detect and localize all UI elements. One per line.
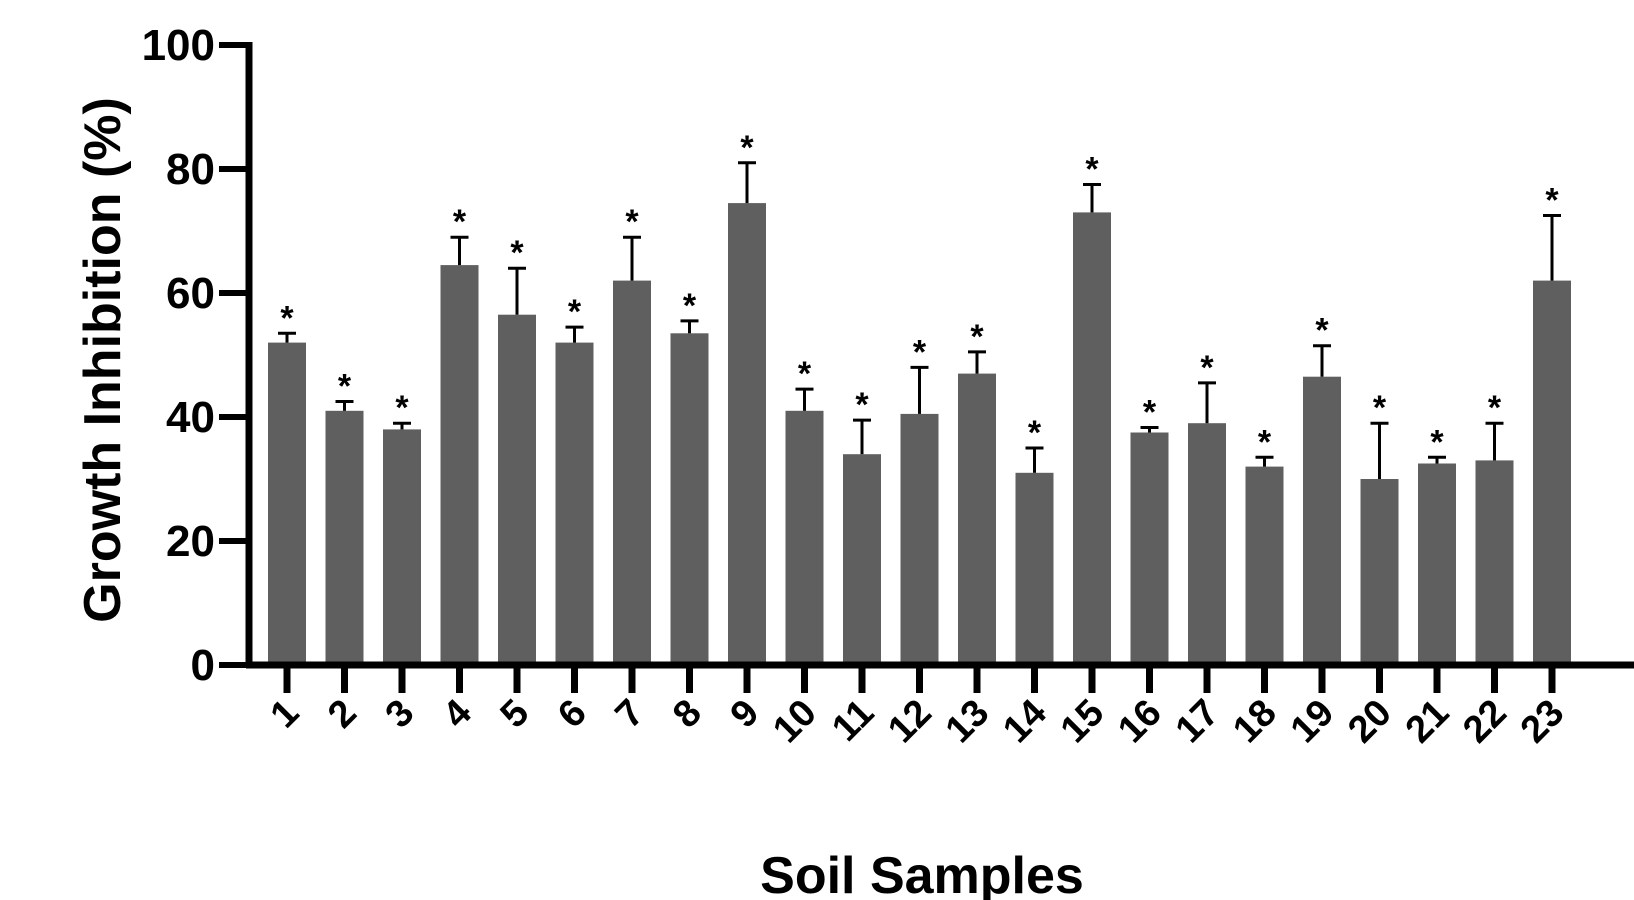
- star-19: *: [1315, 312, 1329, 350]
- star-12: *: [913, 333, 927, 371]
- x-tick-label-1: 1: [263, 692, 308, 737]
- bar-3: [383, 429, 421, 665]
- bar-5: [498, 314, 536, 665]
- bar-15: [1073, 212, 1111, 665]
- bar-2: [325, 410, 364, 665]
- x-tick-label-10: 10: [765, 692, 825, 752]
- x-tick-label-22: 22: [1455, 692, 1515, 752]
- significance-stars-group: * * * * * * * * * * * * * * * * * * * * * * *: [280, 129, 1559, 461]
- x-axis-title: Soil Samples: [760, 847, 1084, 900]
- y-tick-label-0: 0: [191, 641, 215, 690]
- x-tick-label-4: 4: [435, 692, 480, 737]
- bar-7: [613, 280, 651, 665]
- y-axis-title: Growth Inhibition (%): [74, 97, 132, 623]
- star-2: *: [338, 368, 352, 406]
- star-6: *: [568, 293, 582, 331]
- y-tick-label-80: 80: [166, 145, 215, 194]
- x-tick-label-19: 19: [1283, 692, 1343, 752]
- x-tick-label-18: 18: [1225, 692, 1285, 752]
- bar-21: [1418, 463, 1456, 665]
- star-11: *: [855, 386, 869, 424]
- y-tick-label-40: 40: [166, 393, 215, 442]
- bar-23: [1533, 280, 1571, 665]
- x-tick-label-21: 21: [1398, 692, 1458, 752]
- bar-19: [1303, 376, 1341, 665]
- bars-group: [268, 203, 1571, 665]
- star-20: *: [1373, 389, 1387, 427]
- x-tick-label-11: 11: [824, 692, 882, 750]
- error-bars-group: [278, 161, 1561, 479]
- bar-1: [268, 342, 306, 665]
- bar-8: [670, 333, 709, 665]
- y-axis: 0 20 40 60 80 100: [142, 21, 253, 690]
- star-22: *: [1488, 389, 1502, 427]
- bar-18: [1245, 466, 1284, 665]
- bar-12: [900, 413, 939, 665]
- x-tick-label-13: 13: [938, 692, 998, 752]
- x-tick-label-5: 5: [493, 692, 538, 737]
- bar-14: [1015, 472, 1054, 665]
- star-21: *: [1430, 423, 1444, 461]
- star-15: *: [1085, 151, 1099, 189]
- star-8: *: [683, 287, 697, 325]
- x-tick-label-7: 7: [608, 692, 653, 737]
- x-tick-label-23: 23: [1513, 692, 1573, 752]
- bar-4: [440, 265, 479, 665]
- x-tick-label-9: 9: [723, 692, 768, 737]
- bar-16: [1130, 432, 1169, 665]
- star-7: *: [625, 203, 639, 241]
- x-tick-label-15: 15: [1053, 692, 1113, 752]
- bar-17: [1188, 423, 1226, 665]
- x-tick-label-14: 14: [995, 692, 1055, 752]
- bar-10: [785, 410, 824, 665]
- bar-22: [1475, 460, 1514, 665]
- star-23: *: [1545, 182, 1559, 220]
- star-17: *: [1200, 349, 1214, 387]
- star-18: *: [1258, 423, 1272, 461]
- star-4: *: [453, 203, 467, 241]
- bar-11: [843, 454, 881, 665]
- star-3: *: [395, 389, 409, 427]
- x-tick-label-3: 3: [378, 692, 423, 737]
- bar-6: [555, 342, 594, 665]
- star-10: *: [798, 355, 812, 393]
- x-tick-label-17: 17: [1168, 692, 1228, 752]
- x-tick-label-12: 12: [880, 692, 940, 752]
- x-tick-label-8: 8: [665, 692, 710, 737]
- y-tick-label-100: 100: [142, 21, 215, 70]
- x-tick-label-6: 6: [550, 692, 595, 737]
- star-16: *: [1143, 394, 1157, 432]
- star-1: *: [280, 299, 294, 337]
- bar-20: [1360, 479, 1399, 665]
- bar-9: [728, 203, 766, 665]
- x-tick-label-16: 16: [1110, 692, 1170, 752]
- x-tick-label-20: 20: [1340, 692, 1400, 752]
- star-14: *: [1028, 414, 1042, 452]
- star-13: *: [970, 318, 984, 356]
- star-9: *: [740, 129, 754, 167]
- star-5: *: [510, 234, 524, 272]
- x-tick-label-2: 2: [320, 692, 365, 737]
- y-tick-label-60: 60: [166, 269, 215, 318]
- y-tick-label-20: 20: [166, 517, 215, 566]
- bar-13: [958, 373, 996, 665]
